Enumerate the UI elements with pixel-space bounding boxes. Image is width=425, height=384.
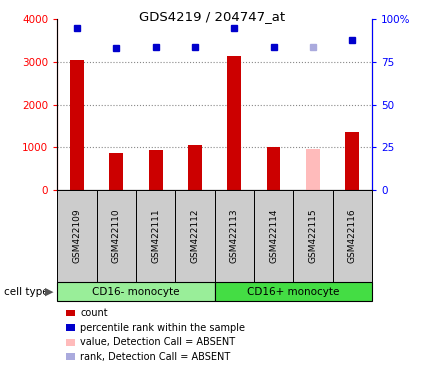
Text: count: count [80,308,108,318]
Text: GSM422116: GSM422116 [348,209,357,263]
Bar [110,153,123,190]
Text: GSM422111: GSM422111 [151,209,160,263]
Bar [70,60,84,190]
Text: cell type: cell type [4,287,49,297]
Bar [267,147,280,190]
Text: GSM422115: GSM422115 [309,209,317,263]
Text: GSM422113: GSM422113 [230,209,239,263]
Text: CD16+ monocyte: CD16+ monocyte [247,287,340,297]
Bar [188,145,202,190]
Text: GSM422110: GSM422110 [112,209,121,263]
Text: rank, Detection Call = ABSENT: rank, Detection Call = ABSENT [80,352,231,362]
Bar [149,151,162,190]
Bar [227,56,241,190]
Text: GDS4219 / 204747_at: GDS4219 / 204747_at [139,10,286,23]
Text: CD16- monocyte: CD16- monocyte [92,287,180,297]
Text: GSM422114: GSM422114 [269,209,278,263]
Bar [306,149,320,190]
Text: ▶: ▶ [45,287,53,297]
Text: value, Detection Call = ABSENT: value, Detection Call = ABSENT [80,337,235,347]
Text: GSM422112: GSM422112 [190,209,199,263]
Text: percentile rank within the sample: percentile rank within the sample [80,323,245,333]
Bar [346,132,359,190]
Text: GSM422109: GSM422109 [73,209,82,263]
